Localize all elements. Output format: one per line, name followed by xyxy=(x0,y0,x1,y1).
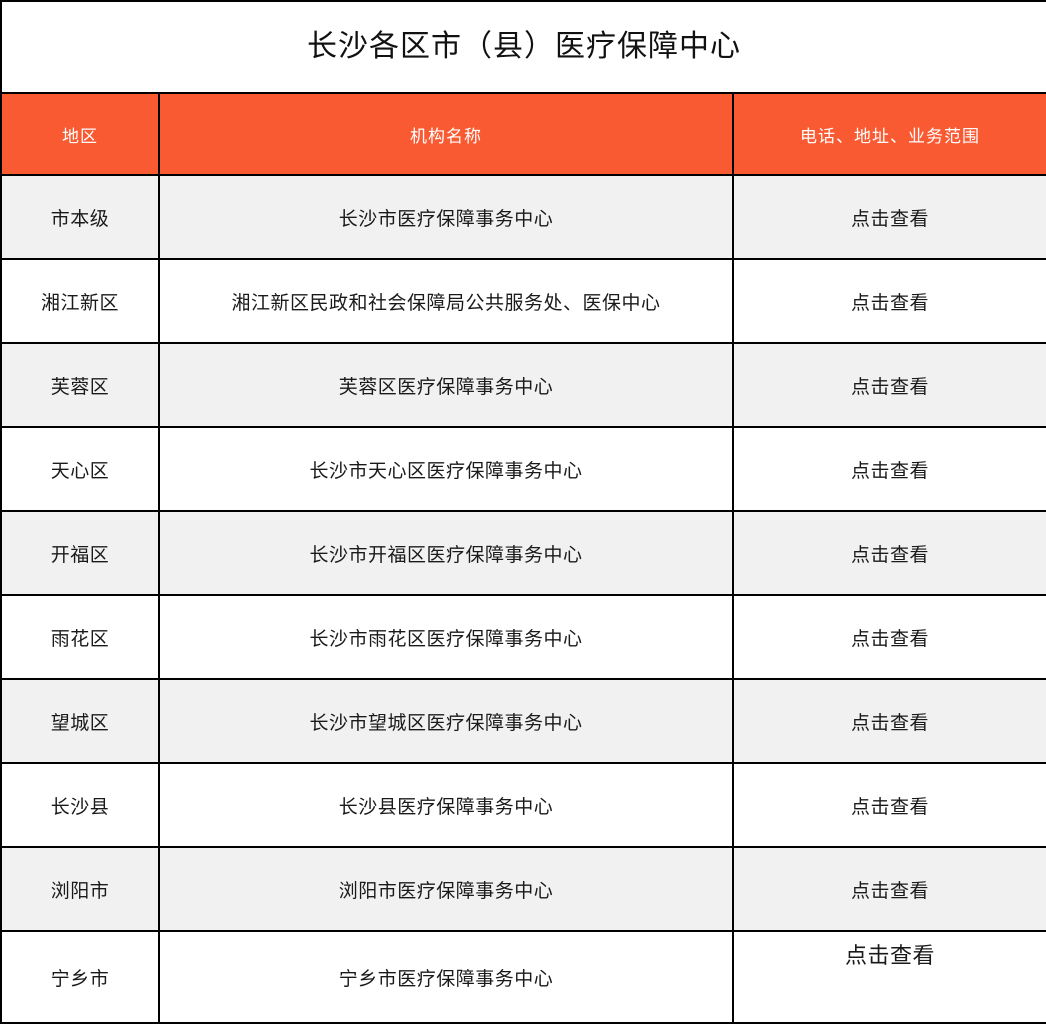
region-label: 湘江新区 xyxy=(40,292,119,314)
info-cell[interactable]: 点击查看 xyxy=(731,594,1046,680)
region-cell: 长沙县 xyxy=(0,762,160,848)
table-row: 雨花区 长沙市雨花区医疗保障事务中心 点击查看 xyxy=(0,594,1046,680)
table-row: 市本级 长沙市医疗保障事务中心 点击查看 xyxy=(0,174,1046,260)
table-row: 开福区 长沙市开福区医疗保障事务中心 点击查看 xyxy=(0,510,1046,596)
organization-cell: 宁乡市医疗保障事务中心 xyxy=(158,930,734,1024)
region-cell: 开福区 xyxy=(0,510,160,596)
organization-label: 长沙市望城区医疗保障事务中心 xyxy=(309,712,583,734)
column-header-organization: 机构名称 xyxy=(158,92,734,176)
region-label: 雨花区 xyxy=(50,628,110,650)
region-label: 市本级 xyxy=(50,208,110,230)
organization-label: 浏阳市医疗保障事务中心 xyxy=(338,880,554,902)
column-header-region: 地区 xyxy=(0,92,160,176)
column-header-organization-label: 机构名称 xyxy=(410,126,482,146)
table-row: 望城区 长沙市望城区医疗保障事务中心 点击查看 xyxy=(0,678,1046,764)
organization-label: 宁乡市医疗保障事务中心 xyxy=(338,968,554,990)
organization-label: 长沙市医疗保障事务中心 xyxy=(338,208,554,230)
view-details-link[interactable]: 点击查看 xyxy=(851,292,930,314)
table-row: 湘江新区 湘江新区民政和社会保障局公共服务处、医保中心 点击查看 xyxy=(0,258,1046,344)
organization-cell: 长沙县医疗保障事务中心 xyxy=(158,762,734,848)
organization-label: 长沙市天心区医疗保障事务中心 xyxy=(309,460,583,482)
view-details-link[interactable]: 点击查看 xyxy=(845,943,936,968)
info-cell[interactable]: 点击查看 xyxy=(731,930,1046,1024)
region-label: 长沙县 xyxy=(50,796,110,818)
organization-cell: 芙蓉区医疗保障事务中心 xyxy=(158,342,734,428)
table-title-row: 长沙各区市（县）医疗保障中心 xyxy=(0,0,1046,94)
info-cell[interactable]: 点击查看 xyxy=(731,678,1046,764)
region-cell: 望城区 xyxy=(0,678,160,764)
table-row: 浏阳市 浏阳市医疗保障事务中心 点击查看 xyxy=(0,846,1046,932)
region-cell: 市本级 xyxy=(0,174,160,260)
view-details-link[interactable]: 点击查看 xyxy=(851,544,930,566)
table-row: 长沙县 长沙县医疗保障事务中心 点击查看 xyxy=(0,762,1046,848)
column-header-info: 电话、地址、业务范围 xyxy=(731,92,1046,176)
organization-cell: 长沙市雨花区医疗保障事务中心 xyxy=(158,594,734,680)
page-title: 长沙各区市（县）医疗保障中心 xyxy=(307,30,741,63)
region-label: 芙蓉区 xyxy=(50,376,110,398)
region-cell: 芙蓉区 xyxy=(0,342,160,428)
organization-label: 长沙市开福区医疗保障事务中心 xyxy=(309,544,583,566)
column-header-region-label: 地区 xyxy=(62,126,98,146)
table-row: 天心区 长沙市天心区医疗保障事务中心 点击查看 xyxy=(0,426,1046,512)
organization-cell: 长沙市医疗保障事务中心 xyxy=(158,174,734,260)
region-label: 天心区 xyxy=(50,460,110,482)
info-cell[interactable]: 点击查看 xyxy=(731,174,1046,260)
view-details-link[interactable]: 点击查看 xyxy=(851,208,930,230)
organization-cell: 长沙市望城区医疗保障事务中心 xyxy=(158,678,734,764)
view-details-link[interactable]: 点击查看 xyxy=(851,796,930,818)
region-label: 浏阳市 xyxy=(50,880,110,902)
info-cell[interactable]: 点击查看 xyxy=(731,342,1046,428)
region-label: 开福区 xyxy=(50,544,110,566)
table-row: 芙蓉区 芙蓉区医疗保障事务中心 点击查看 xyxy=(0,342,1046,428)
table-row: 宁乡市 宁乡市医疗保障事务中心 点击查看 xyxy=(0,930,1046,1024)
organization-cell: 湘江新区民政和社会保障局公共服务处、医保中心 xyxy=(158,258,734,344)
organization-label: 芙蓉区医疗保障事务中心 xyxy=(338,376,554,398)
region-label: 宁乡市 xyxy=(50,968,110,990)
region-cell: 浏阳市 xyxy=(0,846,160,932)
region-cell: 雨花区 xyxy=(0,594,160,680)
view-details-link[interactable]: 点击查看 xyxy=(851,880,930,902)
page-title-cell: 长沙各区市（县）医疗保障中心 xyxy=(0,0,1046,94)
region-label: 望城区 xyxy=(50,712,110,734)
view-details-link[interactable]: 点击查看 xyxy=(851,376,930,398)
info-cell[interactable]: 点击查看 xyxy=(731,258,1046,344)
organization-label: 湘江新区民政和社会保障局公共服务处、医保中心 xyxy=(231,292,661,314)
view-details-link[interactable]: 点击查看 xyxy=(851,712,930,734)
column-header-info-label: 电话、地址、业务范围 xyxy=(800,126,980,146)
info-cell[interactable]: 点击查看 xyxy=(731,846,1046,932)
organization-label: 长沙市雨花区医疗保障事务中心 xyxy=(309,628,583,650)
region-cell: 宁乡市 xyxy=(0,930,160,1024)
info-cell[interactable]: 点击查看 xyxy=(731,762,1046,848)
organization-cell: 浏阳市医疗保障事务中心 xyxy=(158,846,734,932)
view-details-link[interactable]: 点击查看 xyxy=(851,628,930,650)
view-details-link[interactable]: 点击查看 xyxy=(851,460,930,482)
info-cell[interactable]: 点击查看 xyxy=(731,510,1046,596)
info-cell[interactable]: 点击查看 xyxy=(731,426,1046,512)
region-cell: 天心区 xyxy=(0,426,160,512)
table-header-row: 地区 机构名称 电话、地址、业务范围 xyxy=(0,92,1046,176)
organization-label: 长沙县医疗保障事务中心 xyxy=(338,796,554,818)
region-cell: 湘江新区 xyxy=(0,258,160,344)
organization-cell: 长沙市开福区医疗保障事务中心 xyxy=(158,510,734,596)
organization-cell: 长沙市天心区医疗保障事务中心 xyxy=(158,426,734,512)
